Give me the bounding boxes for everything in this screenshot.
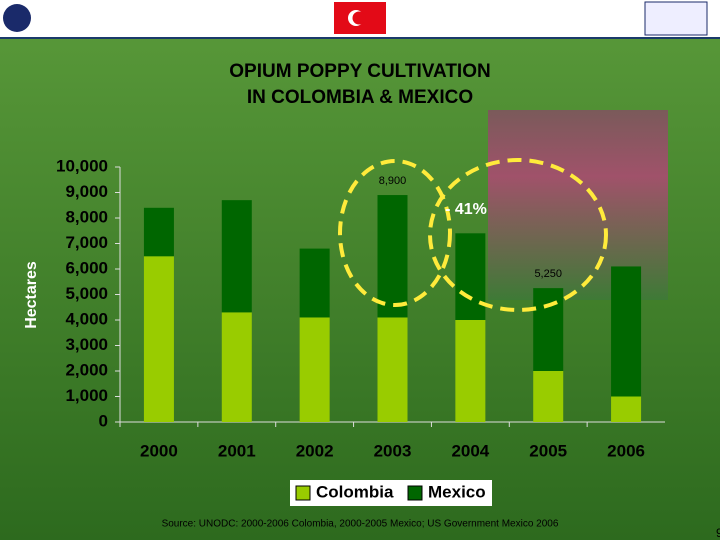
- x-tick-label: 2000: [140, 441, 178, 460]
- y-tick-label: 4,000: [65, 309, 108, 328]
- legend-label: Colombia: [316, 482, 394, 501]
- flag-crescent-cut: [352, 11, 366, 25]
- bar-segment: [221, 200, 252, 313]
- y-tick-label: 6,000: [65, 258, 108, 277]
- bar-segment: [533, 371, 564, 422]
- y-tick-label: 3,000: [65, 335, 108, 354]
- x-tick-label: 2004: [451, 441, 489, 460]
- bar-segment: [143, 256, 174, 422]
- source: Source: UNODC: 2000-2006 Colombia, 2000-…: [162, 519, 559, 530]
- page-number: 9: [716, 526, 720, 540]
- bar-segment: [611, 396, 642, 422]
- chart-title: IN COLOMBIA & MEXICO: [247, 87, 473, 108]
- bar-segment: [299, 248, 330, 318]
- legend-label: Mexico: [428, 482, 486, 501]
- chart-title: OPIUM POPPY CULTIVATION: [229, 61, 490, 82]
- y-tick-label: 10,000: [56, 156, 108, 175]
- bar-segment: [455, 320, 486, 422]
- legend-swatch: [407, 485, 423, 501]
- y-axis-label: Hectares: [23, 261, 40, 329]
- bar-segment: [377, 317, 408, 422]
- y-tick-label: 0: [99, 411, 108, 430]
- bar-segment: [143, 207, 174, 257]
- total-label: 5,250: [534, 268, 562, 280]
- legend-swatch: [295, 485, 311, 501]
- x-tick-label: 2002: [296, 441, 334, 460]
- highlight-ellipse: [428, 158, 608, 312]
- bar-segment: [221, 312, 252, 422]
- annotation: - 41%: [445, 201, 487, 218]
- bar-segment: [533, 288, 564, 371]
- bar-segment: [611, 266, 642, 397]
- right-logo: [644, 1, 708, 36]
- legend: [290, 480, 492, 506]
- left-logo: [3, 4, 31, 32]
- y-tick-label: 8,000: [65, 207, 108, 226]
- x-tick-label: 2005: [529, 441, 567, 460]
- bar-segment: [455, 233, 486, 320]
- highlight-ellipse: [338, 159, 452, 307]
- total-label: 8,900: [379, 175, 407, 187]
- x-tick-label: 2001: [218, 441, 256, 460]
- x-tick-label: 2006: [607, 441, 645, 460]
- bar-segment: [299, 317, 330, 422]
- y-tick-label: 9,000: [65, 182, 108, 201]
- y-tick-label: 7,000: [65, 233, 108, 252]
- y-tick-label: 2,000: [65, 360, 108, 379]
- bar-segment: [377, 195, 408, 318]
- y-tick-label: 5,000: [65, 284, 108, 303]
- x-tick-label: 2003: [374, 441, 412, 460]
- y-tick-label: 1,000: [65, 386, 108, 405]
